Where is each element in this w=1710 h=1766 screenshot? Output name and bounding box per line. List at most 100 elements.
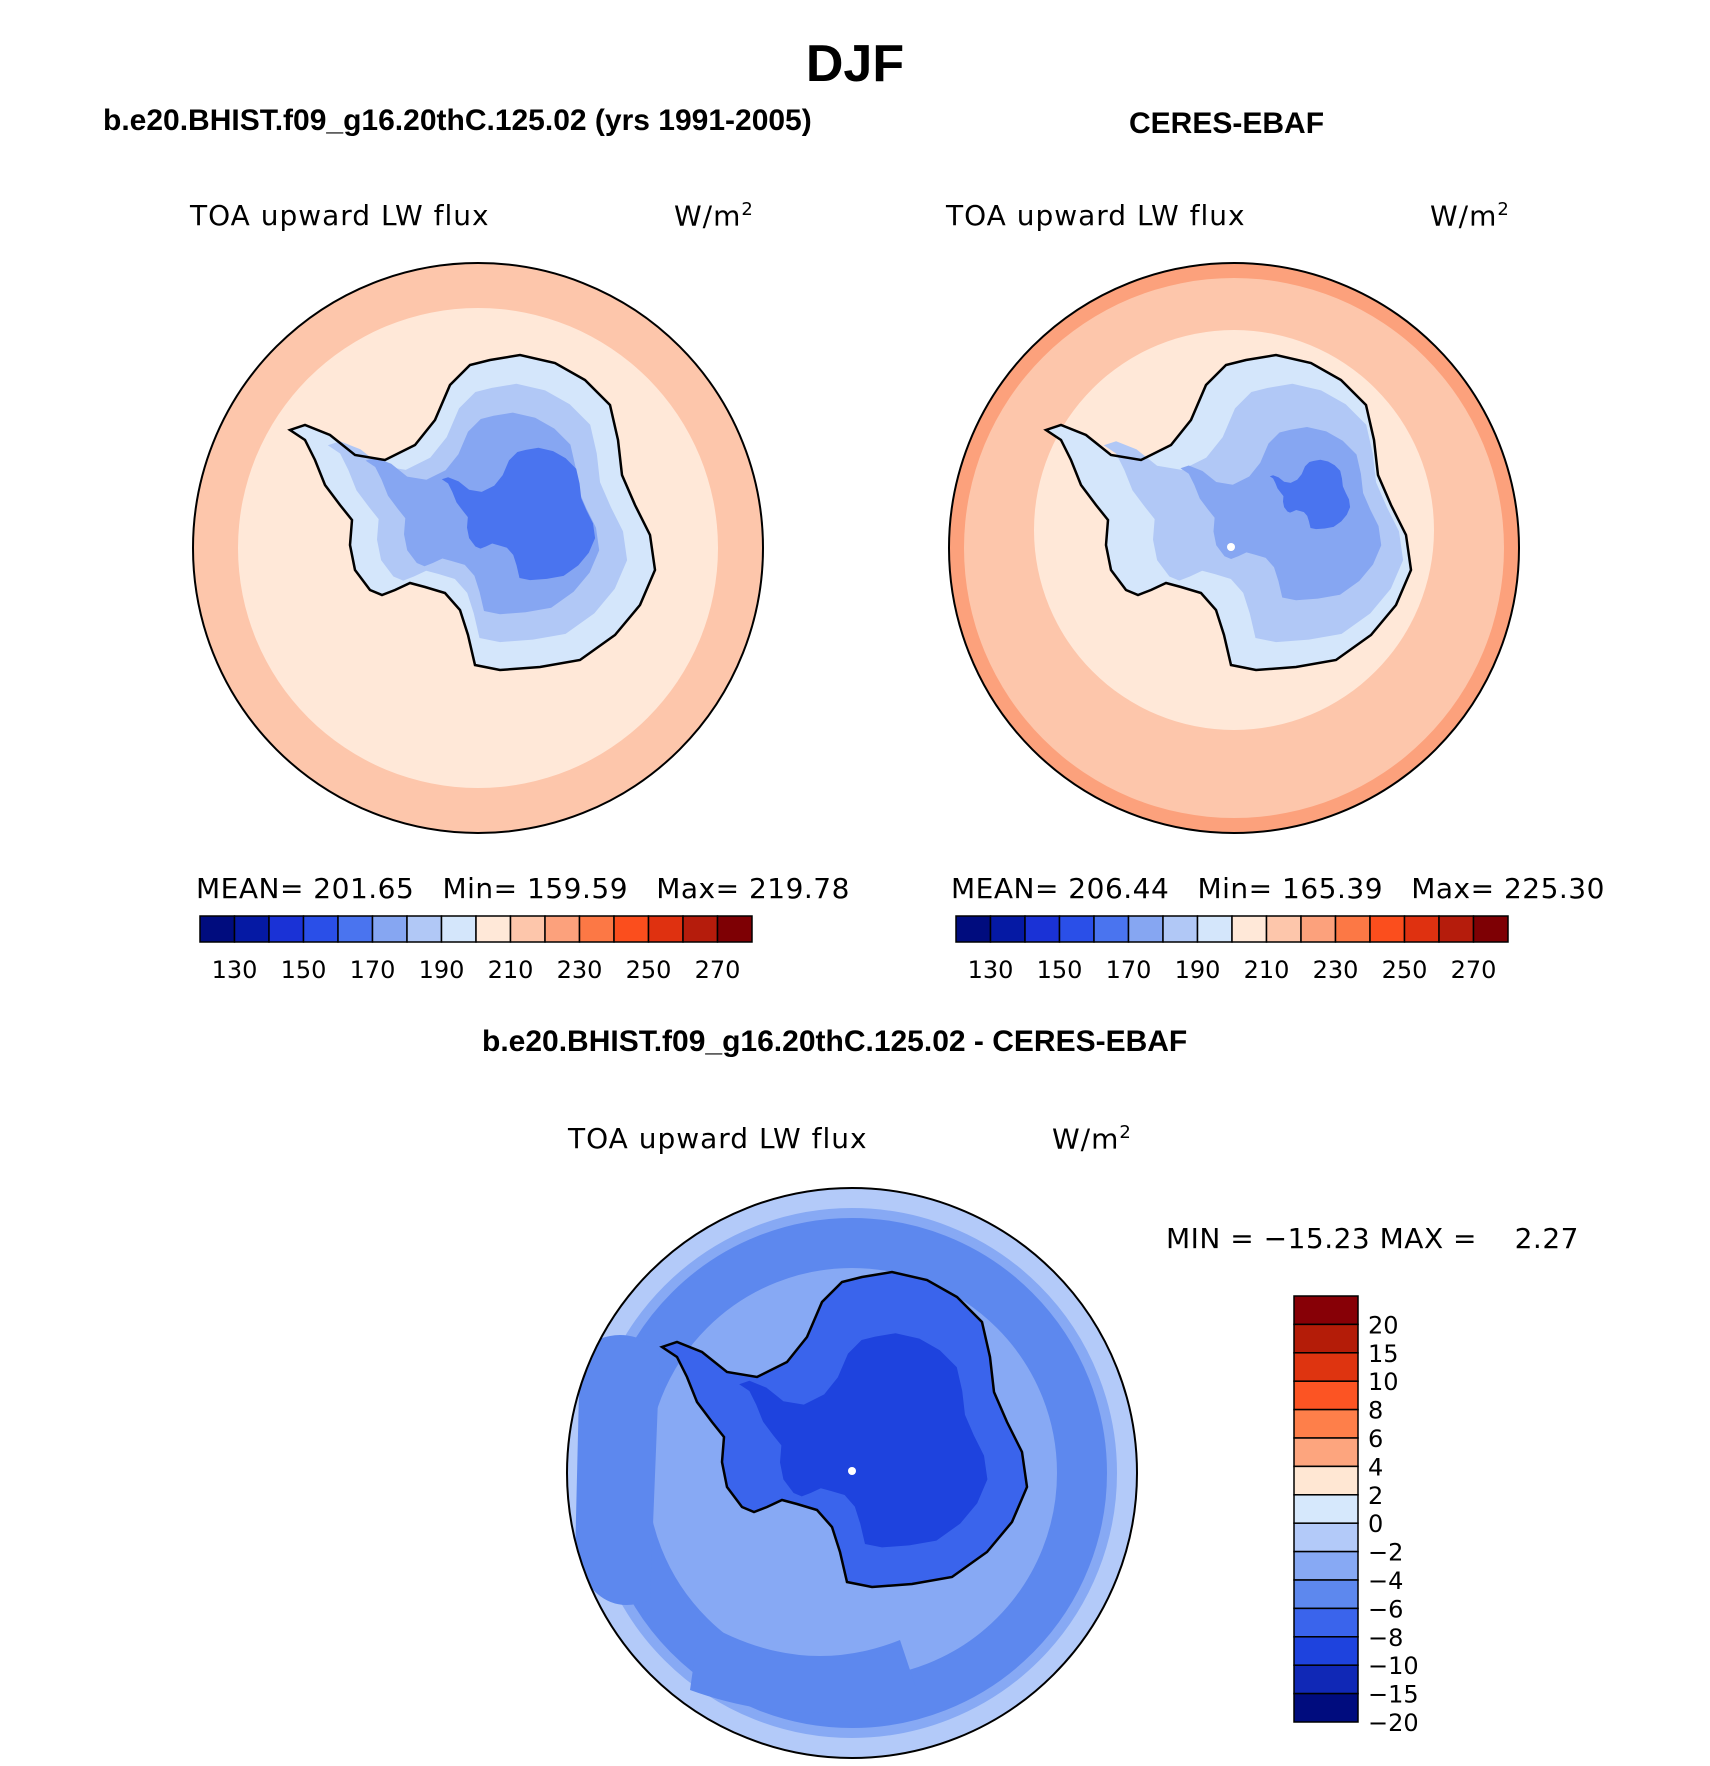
model-colorbar-tick-label: 170 — [350, 956, 396, 984]
obs-colorbar-cell — [1231, 915, 1268, 943]
model-colorbar-cell — [302, 915, 339, 943]
obs-variable-label: TOA upward LW flux — [946, 199, 1246, 232]
model-colorbar-tick-label: 230 — [557, 956, 603, 984]
diff-colorbar-tick-label: −8 — [1368, 1624, 1403, 1652]
model-colorbar-cell — [371, 915, 408, 943]
model-colorbar-cell — [406, 915, 443, 943]
model-colorbar-cell — [716, 915, 753, 943]
obs-colorbar-cell — [1127, 915, 1164, 943]
obs-colorbar-tick-label: 170 — [1106, 956, 1152, 984]
obs-colorbar-cell — [1334, 915, 1371, 943]
diff-colorbar-tick-label: 15 — [1368, 1340, 1399, 1368]
obs-colorbar-cell — [1162, 915, 1199, 943]
model-colorbar-cell — [337, 915, 374, 943]
obs-colorbar-cell — [1093, 915, 1130, 943]
diff-colorbar-tick-label: 10 — [1368, 1368, 1399, 1396]
diff-colorbar-cell — [1293, 1579, 1359, 1610]
obs-colorbar-tick-label: 270 — [1451, 956, 1497, 984]
diff-colorbar-tick-label: −15 — [1368, 1681, 1419, 1709]
obs-colorbar-cell — [1024, 915, 1061, 943]
obs-colorbar-cell — [1265, 915, 1302, 943]
diff-colorbar-cell — [1293, 1380, 1359, 1411]
obs-colorbar-tick-label: 150 — [1037, 956, 1083, 984]
diff-colorbar-cell — [1293, 1550, 1359, 1581]
diff-colorbar-cell — [1293, 1607, 1359, 1638]
obs-title: CERES-EBAF — [1129, 107, 1325, 140]
obs-colorbar-cell — [1438, 915, 1475, 943]
obs-colorbar-cell — [1369, 915, 1406, 943]
model-colorbar-tick-label: 270 — [695, 956, 741, 984]
obs-stats: MEAN= 206.44 Min= 165.39 Max= 225.30 — [951, 872, 1605, 905]
model-map-border — [192, 262, 764, 834]
model-colorbar-cell — [647, 915, 684, 943]
diff-title: b.e20.BHIST.f09_g16.20thC.125.02 - CERES… — [482, 1025, 1188, 1058]
obs-map-border — [948, 262, 1520, 834]
model-colorbar-cell — [578, 915, 615, 943]
diff-colorbar-cell — [1293, 1408, 1359, 1439]
obs-colorbar-tick-label: 130 — [968, 956, 1014, 984]
diff-colorbar-tick-label: 2 — [1368, 1482, 1383, 1510]
obs-colorbar-cell — [1058, 915, 1095, 943]
model-colorbar-cell — [233, 915, 270, 943]
diff-stats: MIN = −15.23 MAX = 2.27 — [1166, 1222, 1579, 1255]
model-colorbar-cell — [509, 915, 546, 943]
diff-colorbar-cell — [1293, 1692, 1359, 1723]
model-map — [192, 262, 764, 834]
diff-colorbar-tick-label: 6 — [1368, 1425, 1383, 1453]
model-stats: MEAN= 201.65 Min= 159.59 Max= 219.78 — [196, 872, 850, 905]
obs-colorbar-tick-label: 230 — [1313, 956, 1359, 984]
model-title: b.e20.BHIST.f09_g16.20thC.125.02 (yrs 19… — [103, 104, 812, 137]
model-units-label: W/m2 — [674, 199, 754, 233]
model-colorbar-cell — [682, 915, 719, 943]
page-title: DJF — [805, 35, 905, 93]
obs-colorbar-cell — [1403, 915, 1440, 943]
diff-variable-label: TOA upward LW flux — [568, 1122, 868, 1155]
diff-colorbar-tick-label: 0 — [1368, 1510, 1383, 1538]
diff-colorbar-cell — [1293, 1323, 1359, 1354]
diff-colorbar-tick-label: −10 — [1368, 1652, 1419, 1680]
diff-colorbar-cell — [1293, 1664, 1359, 1695]
obs-colorbar-tick-label: 250 — [1382, 956, 1428, 984]
diff-map-border — [566, 1187, 1138, 1759]
obs-units-label: W/m2 — [1430, 199, 1510, 233]
model-colorbar-tick-label: 150 — [281, 956, 327, 984]
diff-colorbar-cell — [1293, 1352, 1359, 1382]
model-colorbar-tick-label: 210 — [488, 956, 534, 984]
diff-colorbar-tick-label: −6 — [1368, 1595, 1403, 1623]
diff-colorbar-tick-label: 20 — [1368, 1311, 1399, 1339]
model-variable-label: TOA upward LW flux — [190, 199, 490, 232]
diff-colorbar-tick-label: −20 — [1368, 1709, 1419, 1737]
diff-map — [566, 1187, 1138, 1759]
diff-colorbar-cell — [1293, 1295, 1359, 1326]
diff-colorbar-tick-label: −4 — [1368, 1567, 1403, 1595]
model-colorbar-tick-label: 190 — [419, 956, 465, 984]
model-colorbar-tick-label: 250 — [626, 956, 672, 984]
obs-colorbar: 130 150 170 190 210 230 250 270 — [955, 915, 1509, 984]
diff-colorbar-cell — [1293, 1494, 1359, 1524]
obs-colorbar-cell — [955, 915, 992, 943]
diff-units-label: W/m2 — [1052, 1122, 1132, 1156]
obs-map — [948, 262, 1520, 834]
diff-colorbar-cell — [1293, 1437, 1359, 1468]
diff-colorbar-cell — [1293, 1636, 1359, 1666]
obs-colorbar-tick-label: 210 — [1244, 956, 1290, 984]
obs-colorbar-cell — [989, 915, 1026, 943]
obs-colorbar-cell — [1196, 915, 1233, 943]
model-colorbar-cell — [440, 915, 477, 943]
model-colorbar-cell — [613, 915, 650, 943]
model-colorbar: 130 150 170 190 210 230 250 270 — [199, 915, 753, 984]
obs-colorbar-tick-label: 190 — [1175, 956, 1221, 984]
model-colorbar-cell — [475, 915, 512, 943]
diff-colorbar-cell — [1293, 1522, 1359, 1553]
diff-colorbar-tick-label: 4 — [1368, 1453, 1383, 1481]
diff-colorbar-cell — [1293, 1465, 1359, 1496]
model-colorbar-cell — [199, 915, 236, 943]
model-colorbar-cell — [268, 915, 305, 943]
diff-colorbar-tick-label: 8 — [1368, 1397, 1383, 1425]
obs-colorbar-cell — [1300, 915, 1337, 943]
obs-colorbar-cell — [1472, 915, 1509, 943]
model-colorbar-cell — [544, 915, 581, 943]
model-colorbar-tick-label: 130 — [212, 956, 258, 984]
